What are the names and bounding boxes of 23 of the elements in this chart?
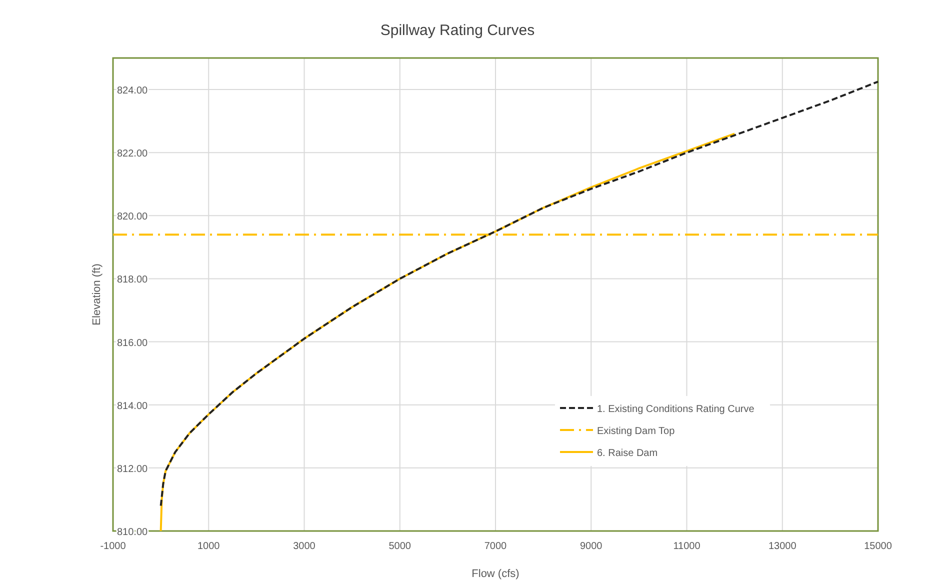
x-tick-label: 15000 bbox=[864, 541, 892, 552]
x-tick-label: 1000 bbox=[198, 541, 220, 552]
legend-label: 1. Existing Conditions Rating Curve bbox=[597, 404, 755, 415]
y-tick-label: 822.00 bbox=[117, 148, 148, 160]
y-tick-label: 814.00 bbox=[117, 400, 148, 412]
x-tick-label: 9000 bbox=[580, 541, 603, 552]
line-series bbox=[160, 80, 879, 507]
x-tick-label: 5000 bbox=[388, 541, 412, 552]
x-tick-label: 3000 bbox=[293, 541, 316, 552]
legend-label: Existing Dam Top bbox=[597, 426, 676, 437]
y-tick-label: 812.00 bbox=[117, 464, 148, 475]
legend-label: 6. Raise Dam bbox=[597, 448, 658, 459]
x-tick-label: 11000 bbox=[673, 541, 701, 552]
x-tick-label: 13000 bbox=[768, 541, 797, 552]
y-tick-label: 816.00 bbox=[117, 338, 148, 349]
y-tick-label: 818.00 bbox=[117, 274, 148, 286]
x-tick-label: 7000 bbox=[484, 541, 508, 552]
y-tick-label: 820.00 bbox=[117, 212, 148, 223]
y-axis-title: Elevation (ft) bbox=[91, 264, 103, 326]
x-tick-label: -1000 bbox=[100, 541, 126, 552]
chart-title: Spillway Rating Curves bbox=[380, 22, 535, 39]
y-tick-label: 824.00 bbox=[117, 86, 148, 97]
x-axis-title: Flow (cfs) bbox=[472, 568, 520, 580]
